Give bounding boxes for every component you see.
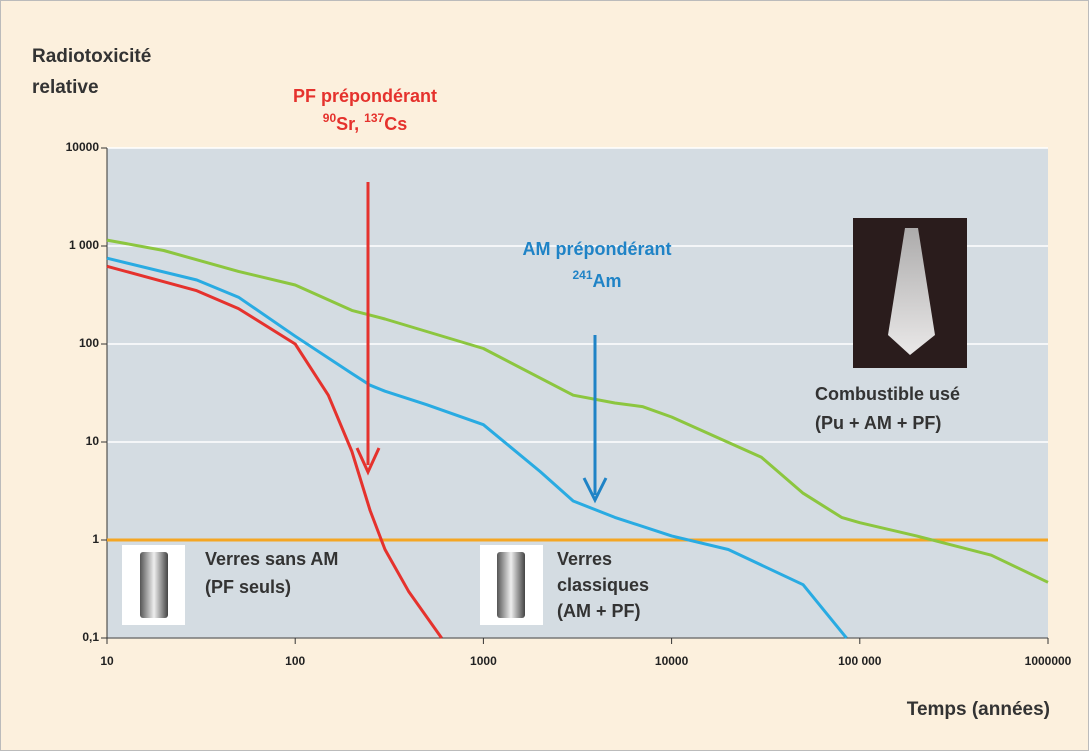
y-axis-label: Radiotoxicité: [32, 46, 151, 67]
glass-image: [140, 552, 168, 618]
fuel-image: [888, 228, 935, 355]
annotation: AM prépondérant: [522, 239, 671, 259]
x-axis-label: Temps (années): [907, 699, 1050, 720]
glass-image: [497, 552, 525, 618]
x-tick-label: 1000: [470, 654, 497, 668]
annotation: 241Am: [572, 268, 621, 291]
y-tick-label: 0,1: [82, 630, 99, 644]
annotation: (Pu + AM + PF): [815, 413, 941, 433]
annotation: 241: [572, 268, 592, 282]
y-tick-label: 1 000: [69, 238, 99, 252]
x-tick-label: 1000000: [1025, 654, 1072, 668]
annotation: Sr,: [336, 114, 364, 134]
y-tick-label: 100: [79, 336, 99, 350]
x-tick-label: 10: [100, 654, 114, 668]
annotation: (PF seuls): [205, 577, 291, 597]
arrow-head: [582, 477, 608, 504]
annotation: PF prépondérant: [293, 86, 437, 106]
arrow-head: [355, 447, 381, 476]
y-axis-label: relative: [32, 77, 99, 98]
annotation: Cs: [384, 114, 407, 134]
x-tick-label: 10000: [655, 654, 689, 668]
x-tick-label: 100: [285, 654, 305, 668]
series-line: [106, 256, 848, 639]
x-tick-label: 100 000: [838, 654, 882, 668]
annotation: classiques: [557, 575, 649, 595]
series-line: [106, 264, 443, 639]
annotation: Verres sans AM: [205, 549, 338, 569]
annotation: Combustible usé: [815, 384, 960, 404]
annotation: 137: [364, 111, 384, 125]
annotation: Am: [593, 271, 622, 291]
y-tick-label: 10: [86, 434, 100, 448]
annotation: (AM + PF): [557, 601, 641, 621]
annotation: 90: [323, 111, 337, 125]
series-line: [106, 238, 1049, 584]
y-tick-label: 1: [92, 532, 99, 546]
annotation: 90Sr, 137Cs: [323, 111, 407, 134]
y-tick-label: 10000: [66, 140, 100, 154]
annotation: Verres: [557, 549, 612, 569]
